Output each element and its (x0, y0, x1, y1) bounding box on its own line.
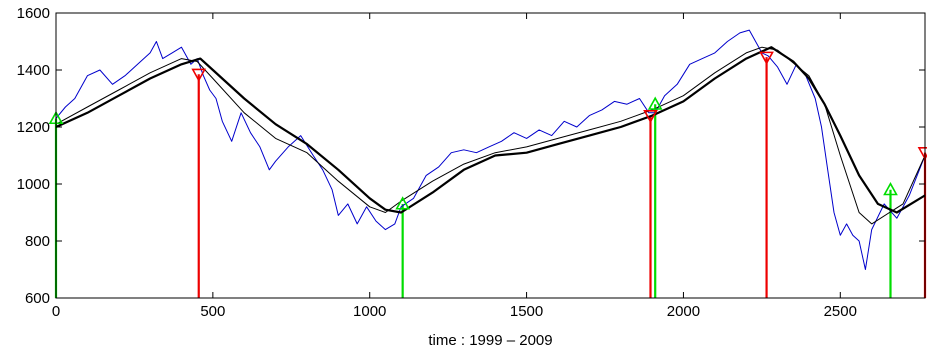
y-tick-label-1400: 1400 (17, 62, 50, 79)
x-tick-label-2500: 2500 (824, 303, 857, 320)
ma_long-series-line (56, 46, 925, 214)
buy-signal-marker-2 (395, 196, 411, 210)
y-tick-label-1600: 1600 (17, 5, 50, 22)
buy-signal-marker-6 (883, 182, 898, 196)
x-tick-label-500: 500 (200, 303, 225, 320)
price-series-line (56, 29, 925, 270)
y-tick-label-600: 600 (25, 290, 50, 307)
sell-signal-marker-1 (191, 68, 207, 82)
x-tick-label-1500: 1500 (510, 303, 543, 320)
sell-signal-marker-3 (643, 110, 658, 124)
x-axis-label: time : 1999 – 2009 (428, 332, 552, 349)
sell-signal-marker-5 (759, 51, 774, 65)
ma_short-series-line (56, 46, 925, 225)
y-tick-label-1000: 1000 (17, 176, 50, 193)
plot-frame (55, 12, 926, 299)
y-tick-label-1200: 1200 (17, 119, 50, 136)
x-tick-label-0: 0 (52, 303, 60, 320)
x-tick-label-1000: 1000 (353, 303, 386, 320)
x-tick-label-2000: 2000 (667, 303, 700, 320)
y-tick-label-800: 800 (25, 233, 50, 250)
buy-signal-marker-4 (647, 96, 663, 110)
